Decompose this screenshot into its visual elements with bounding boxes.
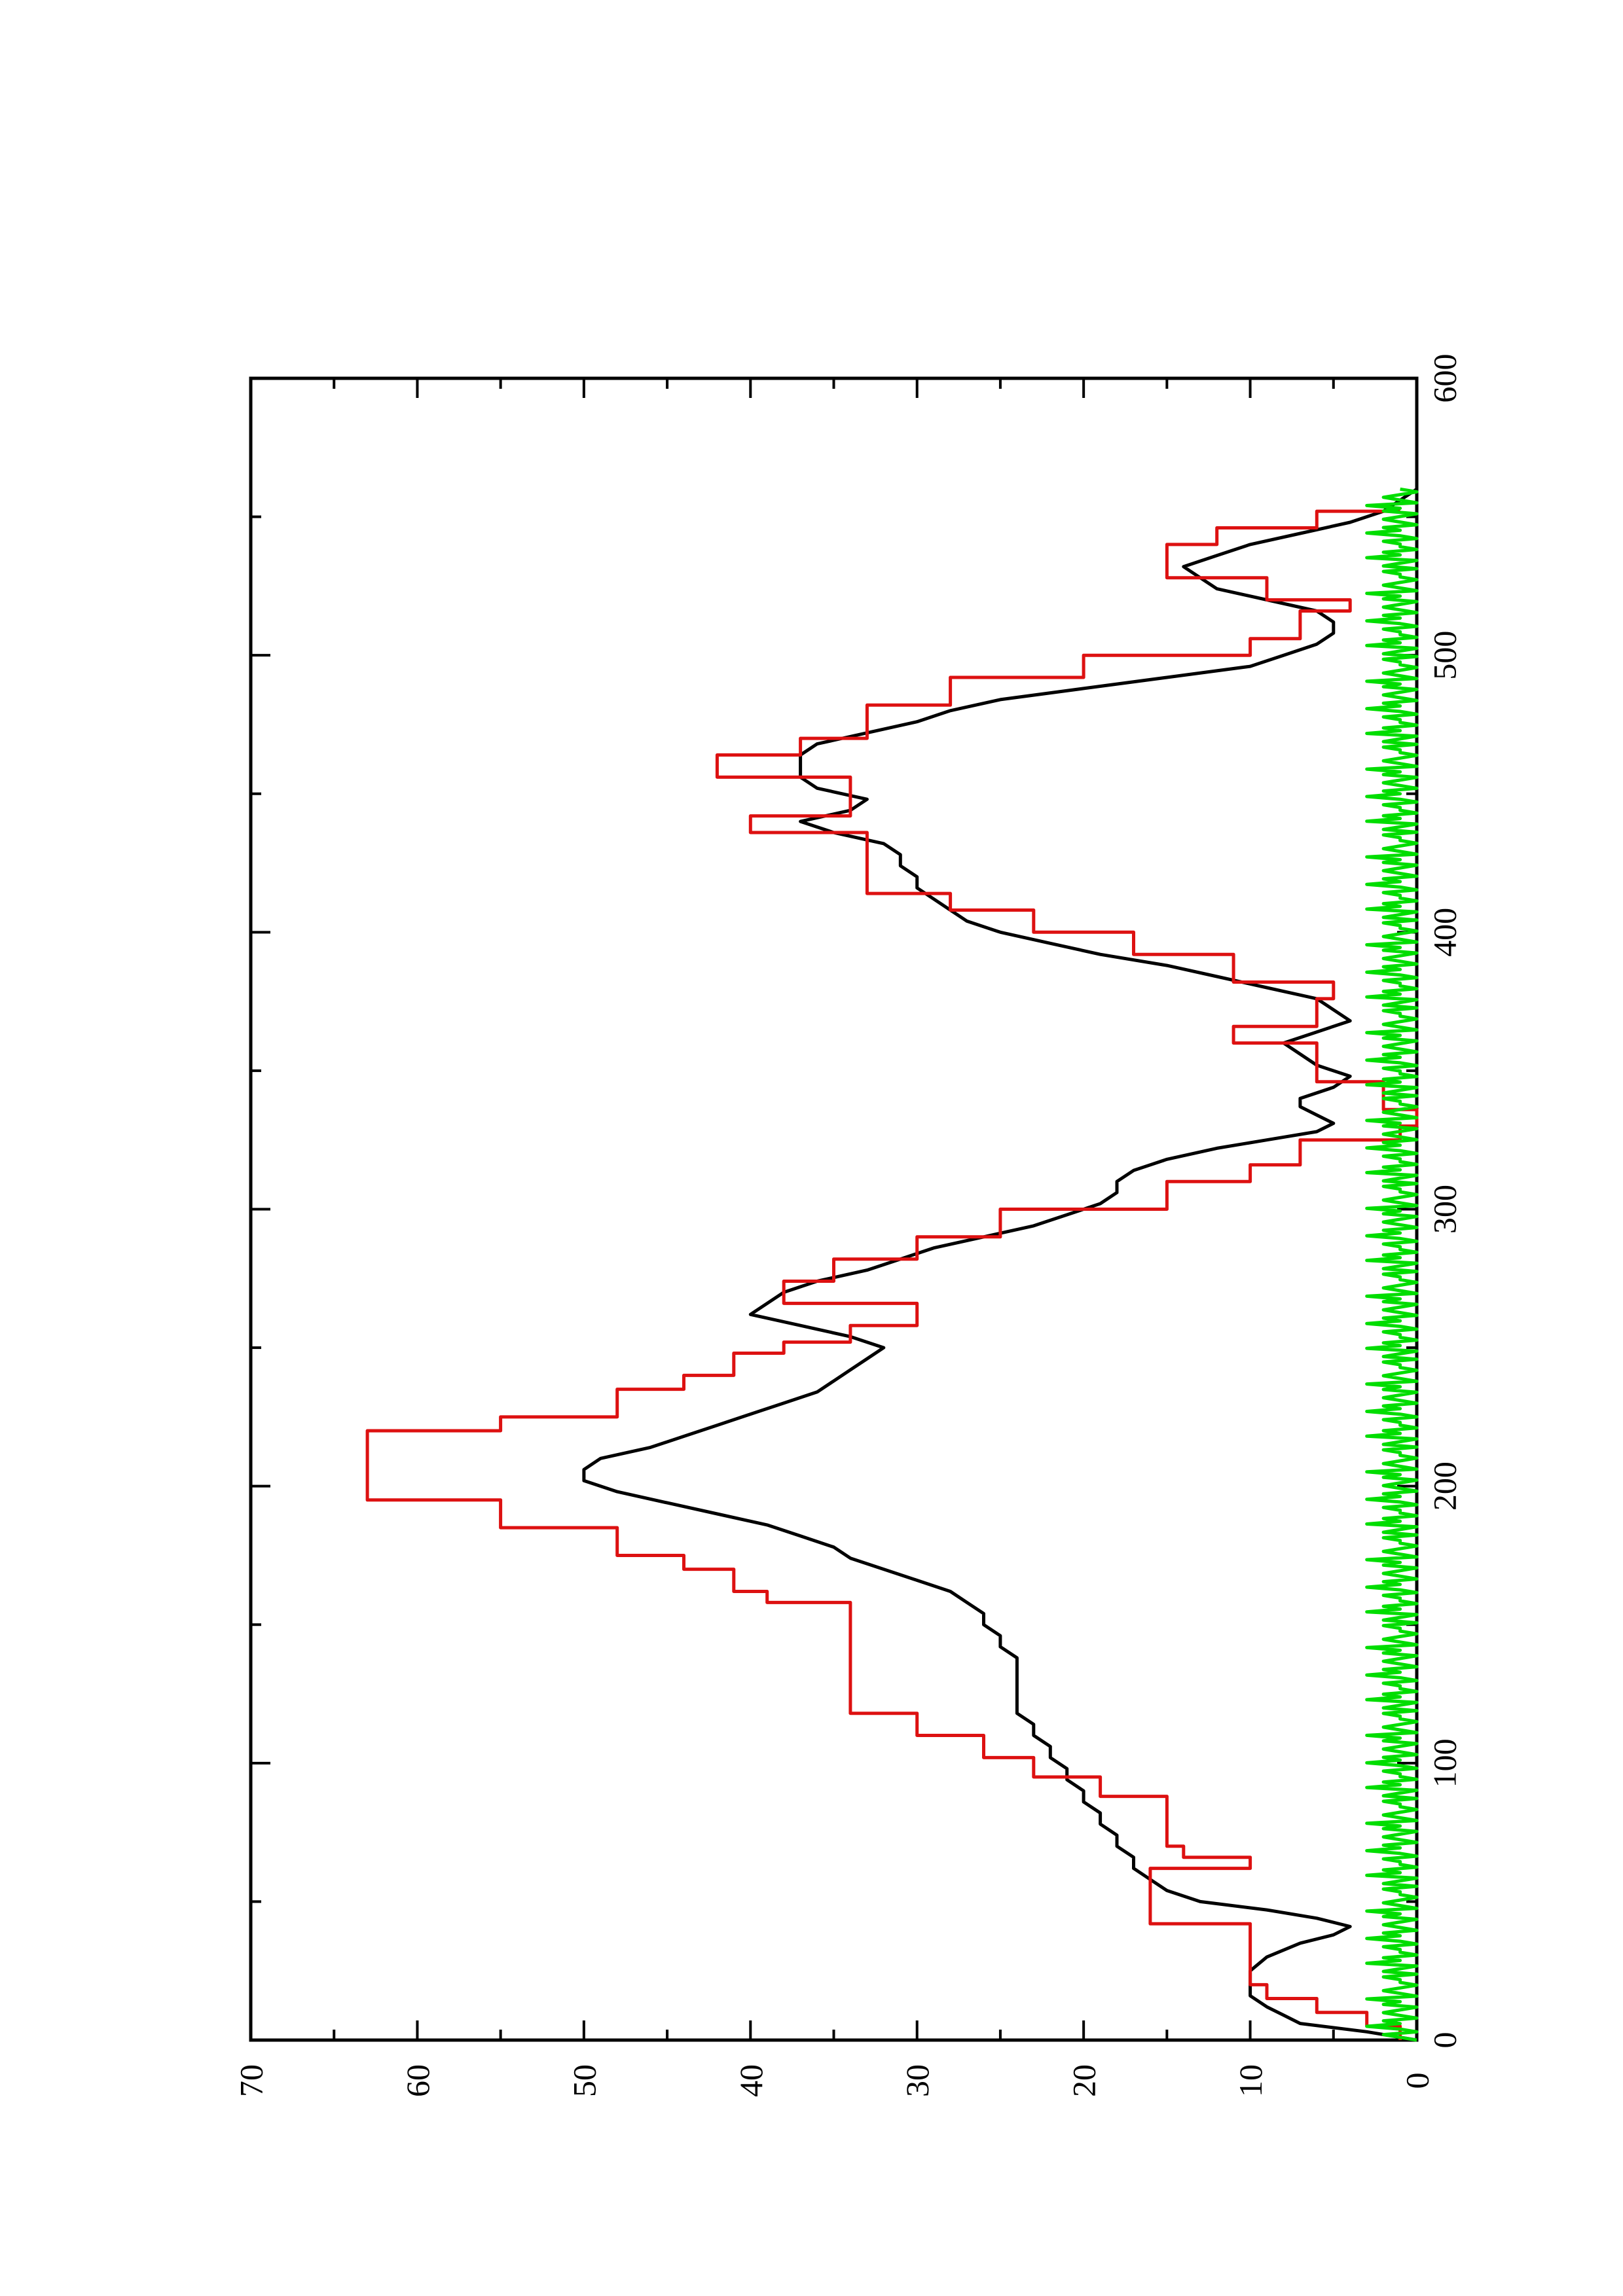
series-line-3 — [1365, 487, 1419, 2042]
axis-ticks — [249, 377, 1418, 2041]
x-tick-label: 600 — [1427, 354, 1463, 403]
y-axis-tick-labels: 0 10 20 30 40 50 60 70 — [233, 2064, 1436, 2097]
series-layer — [365, 487, 1419, 2042]
x-tick-label: 500 — [1427, 631, 1463, 680]
x-axis-tick-labels: 0 100 200 300 400 500 600 — [1427, 354, 1463, 2049]
y-tick-label: 0 — [1399, 2073, 1436, 2089]
y-tick-label: 50 — [566, 2064, 602, 2097]
y-tick-label: 20 — [1066, 2064, 1103, 2097]
y-tick-label: 40 — [733, 2064, 769, 2097]
x-tick-label: 300 — [1427, 1185, 1463, 1234]
series-line-2 — [365, 509, 1419, 2040]
x-tick-label: 0 — [1427, 2032, 1463, 2049]
x-tick-label: 200 — [1427, 1462, 1463, 1511]
y-tick-label: 10 — [1232, 2064, 1269, 2097]
plot-frame — [249, 376, 1419, 2042]
x-tick-label: 100 — [1427, 1738, 1463, 1787]
x-tick-label: 400 — [1427, 908, 1463, 957]
plot-area — [249, 376, 1419, 2042]
y-tick-label: 60 — [399, 2064, 436, 2097]
y-tick-label: 70 — [233, 2064, 270, 2097]
y-tick-label: 30 — [899, 2064, 936, 2097]
series-line-1 — [582, 488, 1418, 2042]
